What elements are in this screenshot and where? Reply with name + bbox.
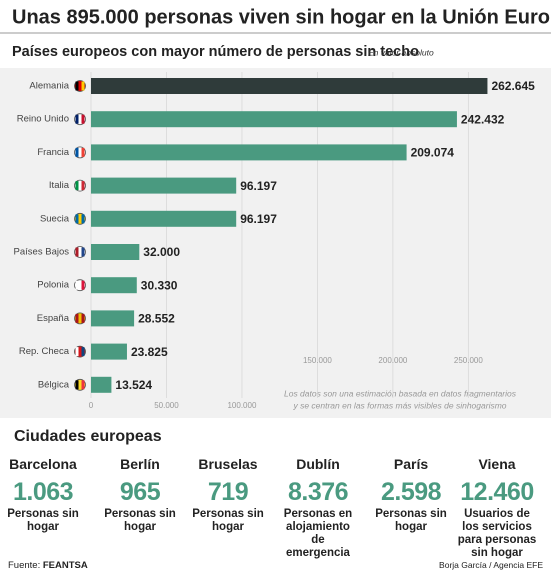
city: Barcelona 1.063 Personas sin hogar — [0, 456, 91, 534]
city: Berlín 965 Personas sin hogar — [92, 456, 188, 534]
bar — [91, 144, 407, 161]
y-tick-label: Italia — [49, 180, 70, 191]
value-label: 23.825 — [131, 345, 168, 359]
flag-stripe — [81, 181, 85, 191]
city-desc: Usuarios de los servicios para personas … — [457, 508, 537, 559]
city-desc: Personas sin hogar — [192, 508, 264, 533]
flag-stripe — [75, 380, 79, 390]
cities-title: Ciudades europeas — [14, 428, 162, 445]
y-tick-label: Alemania — [29, 81, 69, 92]
value-label: 262.645 — [491, 79, 535, 93]
value-label: 30.330 — [141, 278, 178, 292]
city: Bruselas 719 Personas sin hogar — [180, 456, 276, 534]
bar — [91, 310, 135, 327]
flag-stripe — [81, 147, 85, 157]
flag-stripe — [75, 313, 79, 323]
x-tick-label: 0 — [89, 401, 94, 410]
flag-stripe — [75, 280, 79, 290]
source: Fuente: FEANTSA — [8, 560, 88, 571]
flag-stripe — [75, 81, 79, 91]
bar — [91, 78, 488, 94]
value-label: 209.074 — [411, 146, 455, 160]
chart-subtitle: En valor absoluto — [368, 47, 434, 57]
city-name: Berlín — [120, 456, 160, 472]
bar — [91, 177, 237, 194]
flag-stripe — [75, 147, 79, 157]
city-num: 8.376 — [287, 478, 349, 506]
x-tick-label: 200.000 — [378, 356, 407, 365]
value-label: 32.000 — [143, 245, 180, 259]
flag-stripe — [75, 114, 79, 124]
flag-stripe — [81, 280, 85, 290]
flag-stripe — [81, 313, 85, 323]
flag-stripe — [75, 181, 79, 191]
city-desc: Personas en alojamiento de emergencia — [283, 508, 353, 559]
city: París 2.598 Personas sin hogar — [363, 456, 459, 534]
city-name: Barcelona — [9, 456, 77, 472]
city-desc: Personas sin hogar — [7, 508, 79, 533]
city-num: 965 — [119, 478, 161, 506]
value-label: 13.524 — [115, 378, 152, 392]
y-tick-label: Polonia — [37, 280, 69, 291]
flag-stripe — [81, 81, 85, 91]
bar — [91, 343, 127, 360]
bar — [91, 244, 140, 260]
bar — [91, 111, 457, 128]
x-tick-label: 250.000 — [454, 356, 483, 365]
value-label: 96.197 — [240, 212, 277, 226]
chart: Unas 895.000 personas viven sin hogar en… — [0, 6, 551, 418]
city: Dublín 8.376 Personas en alojamiento de em… — [270, 456, 366, 560]
city-name: Bruselas — [198, 456, 258, 472]
source-name: FEANTSA — [42, 560, 88, 571]
y-tick-label: Bélgica — [38, 379, 70, 390]
city-num: 2.598 — [380, 478, 442, 506]
city-num: 1.063 — [12, 478, 74, 506]
y-tick-label: Reino Unido — [17, 114, 69, 125]
page-title: Unas 895.000 personas viven sin hogar en… — [12, 6, 551, 28]
flag-stripe — [75, 347, 79, 357]
flag-stripe — [75, 247, 79, 257]
city-name: Dublín — [296, 456, 340, 472]
source-label: Fuente: — [8, 560, 41, 571]
y-tick-label: España — [37, 313, 70, 324]
credit: Borja García / Agencia EFE — [439, 560, 543, 570]
city-name: París — [393, 456, 429, 472]
x-tick-label: 100.000 — [227, 401, 256, 410]
x-tick-label: 150.000 — [303, 356, 332, 365]
flag-stripe — [81, 380, 85, 390]
bar — [91, 210, 237, 227]
bar — [91, 277, 137, 294]
city-name: Viena — [478, 456, 516, 472]
flag-stripe — [81, 347, 85, 357]
value-label: 242.432 — [461, 112, 505, 126]
bar — [91, 376, 112, 393]
chart-title: Países europeos con mayor número de pers… — [12, 44, 419, 60]
annotation: Los datos son una estimación basada en d… — [284, 388, 517, 398]
flag-stripe — [81, 247, 85, 257]
y-tick-label: Rep. Checa — [19, 346, 70, 357]
flag-stripe — [81, 114, 85, 124]
city-desc: Personas sin hogar — [104, 508, 176, 533]
flag-stripe — [75, 214, 79, 224]
flag-stripe — [81, 214, 85, 224]
city: Viena 12.460 Usuarios de los servicios par… — [449, 456, 545, 560]
city-desc: Personas sin hogar — [375, 508, 447, 533]
city-num: 719 — [207, 478, 249, 506]
y-tick-label: Países Bajos — [14, 247, 70, 258]
y-tick-label: Francia — [37, 147, 69, 158]
value-label: 28.552 — [138, 312, 175, 326]
value-label: 96.197 — [240, 179, 277, 193]
y-tick-label: Suecia — [40, 213, 70, 224]
annotation: y se centran en las formas más visibles … — [292, 400, 506, 410]
city-num: 12.460 — [460, 478, 534, 506]
x-tick-label: 50.000 — [154, 401, 179, 410]
